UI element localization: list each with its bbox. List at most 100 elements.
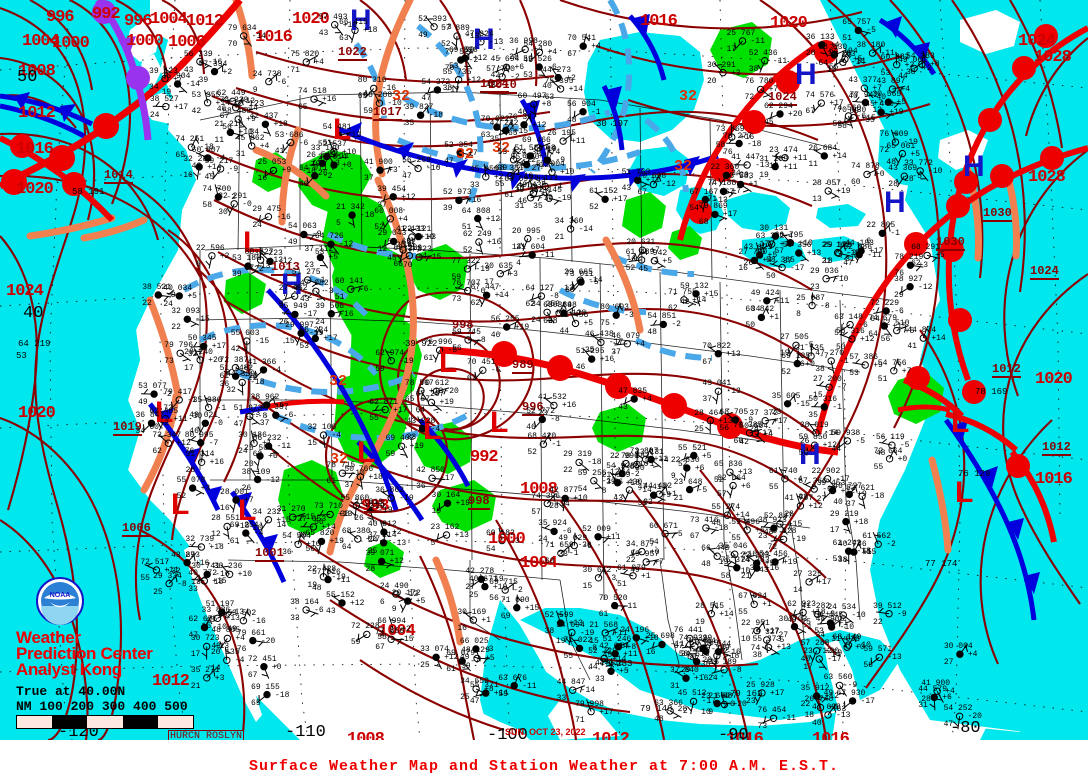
wind-barb-flag (858, 543, 862, 549)
station-model: 55 521 +5 52 (677, 443, 712, 469)
wind-barb-flag (338, 311, 342, 318)
station-circle (529, 189, 538, 197)
station-model: 37 145 -19 35 (533, 186, 572, 212)
wind-barb-flag (225, 649, 232, 654)
surface-weather-map[interactable]: 996 992 996 1004 1012 1004 1000 1000 1006 1016 102… (0, 0, 1088, 740)
station-model: 48 129 +5 39 (461, 646, 495, 672)
wind-barb-flag (389, 619, 396, 622)
wind-barb-flag (382, 221, 386, 228)
station-model: 26 684 +14 11 (808, 143, 847, 169)
station-model: 55 371 +14 47 (469, 681, 509, 707)
wind-barb (235, 96, 244, 108)
wind-barb-flag (198, 150, 205, 155)
wind-barb (434, 534, 447, 541)
station-circle (204, 403, 213, 412)
station-model-sampled: 77 174 (925, 559, 958, 569)
wind-barb-flag (433, 408, 440, 411)
wind-barb (188, 545, 202, 548)
station-model: 24 490 -12 6 (379, 582, 419, 608)
wind-barb-flag (813, 401, 819, 408)
station-model: 23 648 -5 21 (673, 477, 708, 503)
wind-barb-flag (327, 569, 334, 574)
station-model: 40 772 +15 33 (188, 568, 227, 594)
wind-barb (650, 459, 662, 468)
wind-barb-flag (464, 154, 471, 160)
wind-barb (282, 295, 295, 301)
station-model: 74 679 +15 64 (868, 314, 907, 340)
wind-barb (794, 626, 807, 634)
wind-barb-flag (750, 594, 757, 598)
station-circle (719, 68, 727, 77)
wind-barb-flag (768, 240, 773, 246)
station-model: 56 339 -16 43 (183, 49, 223, 75)
wind-barb-flag (773, 297, 777, 304)
station-circle (302, 606, 310, 614)
wind-barb (872, 532, 879, 545)
wind-barb (401, 600, 409, 613)
station-circle (726, 468, 734, 476)
page-title: Surface Weather Map and Station Weather … (248, 758, 840, 775)
scale-true-latitude: True at 40.00N (16, 684, 126, 699)
station-circle (435, 346, 444, 354)
wind-barb (688, 651, 698, 663)
station-model: 47 835 +4 43 (618, 386, 652, 412)
wind-barb (548, 197, 562, 202)
wind-barb-flag (329, 142, 336, 145)
wind-barb (772, 155, 786, 159)
station-circle (817, 99, 825, 107)
station-circle (397, 442, 406, 450)
wind-barb (681, 455, 694, 461)
wind-barb (796, 350, 799, 364)
station-circle (868, 49, 877, 57)
wind-barb-flag (797, 630, 804, 635)
station-circle (768, 240, 776, 248)
wind-barb-flag (728, 192, 734, 198)
wind-barb (734, 554, 737, 568)
wind-barb-flag (529, 110, 536, 115)
wind-barb-flag (249, 135, 256, 139)
station-circle (751, 429, 759, 438)
wind-barb (319, 257, 329, 269)
wind-barb-flag (809, 654, 814, 661)
station-circle (796, 502, 805, 510)
station-circle (843, 643, 851, 651)
wind-barb-flag (348, 34, 353, 41)
wind-barb (649, 644, 663, 650)
wind-barb (796, 493, 801, 507)
wind-barb (468, 339, 482, 342)
station-circle (331, 21, 339, 29)
station-circle (863, 170, 871, 179)
wind-barb (204, 89, 209, 103)
station-model: 20 995 -0 14 (511, 226, 546, 252)
station-circle (246, 412, 254, 421)
wind-barb-flag (658, 175, 662, 182)
wind-barb (315, 290, 326, 301)
wind-barb-flag (698, 639, 705, 641)
station-model: 44 359 -18 32 (226, 370, 265, 396)
wind-barb (516, 594, 518, 608)
wind-barb-flag (544, 524, 550, 529)
wind-barb-flag (695, 645, 700, 652)
wind-barb (275, 414, 289, 420)
wind-barb-flag (652, 465, 660, 468)
station-model: 25 087 -8 8 (796, 293, 830, 319)
wind-barb-flag (222, 95, 228, 101)
wind-barb-flag (309, 234, 315, 241)
wind-barb (834, 49, 847, 56)
wind-barb (268, 72, 279, 82)
station-circle (291, 292, 299, 300)
wind-barb-flag (820, 52, 827, 55)
station-circle (230, 200, 238, 208)
station-model-sampled: 78 169 (975, 387, 1008, 397)
station-circle (239, 617, 248, 625)
wind-barb-flag (710, 345, 717, 349)
station-model: 54 252 -20 47 (943, 704, 982, 730)
station-model: 30 164 +19 19 (431, 491, 470, 517)
wind-barb (695, 293, 701, 307)
station-model: 50 356 +13 37 (782, 240, 822, 266)
wind-barb (322, 563, 325, 577)
wind-barb-flag (730, 560, 737, 565)
wind-barb (754, 433, 766, 443)
station-model: 56 224 +17 53 (299, 326, 338, 352)
wind-barb (876, 611, 890, 615)
